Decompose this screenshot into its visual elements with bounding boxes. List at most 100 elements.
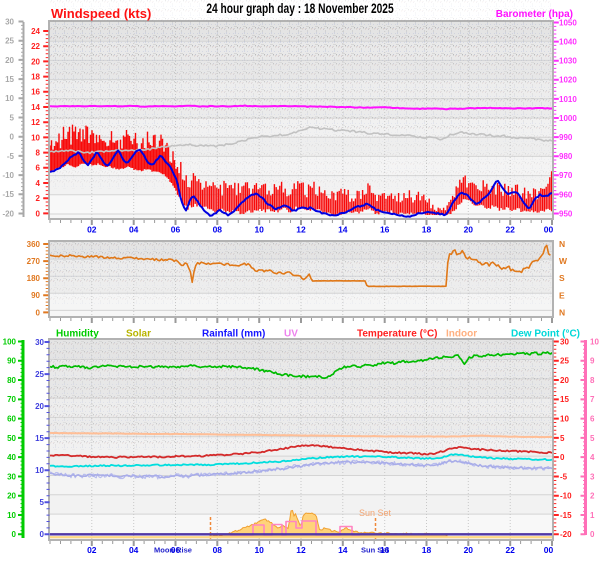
svg-text:16: 16	[380, 225, 390, 235]
svg-text:20: 20	[35, 402, 44, 411]
svg-text:Temperature (°C): Temperature (°C)	[357, 329, 438, 340]
svg-text:00: 00	[544, 225, 554, 235]
svg-text:S: S	[559, 273, 565, 283]
svg-text:06: 06	[171, 225, 181, 235]
svg-text:1: 1	[590, 511, 595, 520]
svg-text:0: 0	[36, 308, 41, 317]
svg-text:12: 12	[296, 545, 306, 555]
svg-text:12: 12	[296, 225, 306, 235]
svg-text:Sun Set: Sun Set	[359, 508, 392, 518]
svg-text:5: 5	[10, 113, 15, 122]
svg-text:15: 15	[5, 75, 14, 84]
svg-text:-20: -20	[560, 530, 572, 539]
svg-text:10: 10	[590, 337, 599, 346]
svg-text:22: 22	[505, 225, 515, 235]
svg-text:20: 20	[464, 545, 474, 555]
svg-text:5: 5	[40, 498, 45, 507]
svg-text:0: 0	[12, 530, 17, 539]
svg-text:25: 25	[5, 37, 14, 46]
svg-text:18: 18	[31, 73, 40, 82]
svg-text:14: 14	[338, 545, 348, 555]
svg-text:15: 15	[35, 434, 44, 443]
svg-text:10: 10	[7, 511, 16, 520]
svg-text:06: 06	[171, 545, 181, 555]
svg-text:6: 6	[36, 164, 41, 173]
svg-text:50: 50	[7, 434, 16, 443]
svg-text:1040: 1040	[559, 38, 577, 47]
svg-text:4: 4	[590, 453, 595, 462]
svg-text:80: 80	[7, 376, 16, 385]
svg-text:14: 14	[338, 225, 348, 235]
svg-text:20: 20	[5, 56, 14, 65]
svg-text:04: 04	[129, 545, 139, 555]
svg-text:00: 00	[544, 545, 554, 555]
svg-text:5: 5	[590, 434, 595, 443]
svg-text:16: 16	[380, 545, 390, 555]
svg-text:960: 960	[559, 190, 573, 199]
svg-text:Moon Rise: Moon Rise	[154, 545, 192, 554]
svg-text:-15: -15	[560, 511, 572, 520]
svg-text:360: 360	[27, 240, 41, 249]
svg-text:UV: UV	[284, 329, 298, 340]
svg-text:90: 90	[7, 357, 16, 366]
svg-text:70: 70	[7, 395, 16, 404]
svg-text:10: 10	[254, 545, 264, 555]
svg-text:-15: -15	[2, 190, 14, 199]
svg-text:25: 25	[35, 370, 44, 379]
svg-text:-5: -5	[560, 472, 568, 481]
svg-text:20: 20	[31, 57, 40, 66]
svg-text:Humidity: Humidity	[56, 329, 99, 340]
svg-text:20: 20	[560, 376, 569, 385]
svg-text:-5: -5	[7, 152, 15, 161]
svg-text:24: 24	[31, 27, 40, 36]
svg-text:18: 18	[422, 225, 432, 235]
svg-text:0: 0	[590, 530, 595, 539]
svg-text:10: 10	[35, 466, 44, 475]
svg-text:60: 60	[7, 415, 16, 424]
svg-text:30: 30	[5, 17, 14, 26]
svg-text:1030: 1030	[559, 57, 577, 66]
svg-text:90: 90	[31, 291, 40, 300]
svg-text:20: 20	[464, 225, 474, 235]
svg-text:Dew Point (°C): Dew Point (°C)	[511, 329, 580, 340]
svg-text:2: 2	[590, 492, 595, 501]
svg-text:990: 990	[559, 133, 573, 142]
svg-text:1000: 1000	[559, 114, 577, 123]
svg-text:180: 180	[27, 274, 41, 283]
svg-text:270: 270	[27, 257, 41, 266]
svg-text:10: 10	[5, 94, 14, 103]
svg-text:10: 10	[560, 415, 569, 424]
svg-text:08: 08	[213, 545, 223, 555]
svg-text:100: 100	[3, 337, 17, 346]
svg-text:2: 2	[36, 194, 41, 203]
svg-text:1050: 1050	[559, 18, 577, 27]
svg-text:30: 30	[35, 338, 44, 347]
svg-text:3: 3	[590, 472, 595, 481]
svg-text:15: 15	[560, 395, 569, 404]
svg-text:22: 22	[31, 42, 40, 51]
svg-text:1010: 1010	[559, 95, 577, 104]
svg-text:0: 0	[36, 209, 41, 218]
svg-text:30: 30	[7, 472, 16, 481]
svg-text:6: 6	[590, 415, 595, 424]
svg-text:5: 5	[560, 434, 565, 443]
svg-text:E: E	[559, 290, 565, 300]
svg-text:02: 02	[87, 545, 97, 555]
svg-text:Indoor: Indoor	[446, 329, 477, 340]
svg-text:W: W	[559, 256, 568, 266]
svg-text:20: 20	[7, 492, 16, 501]
svg-text:9: 9	[590, 357, 595, 366]
svg-text:4: 4	[36, 179, 41, 188]
svg-text:0: 0	[40, 530, 45, 539]
svg-text:0: 0	[10, 133, 15, 142]
svg-text:14: 14	[31, 103, 40, 112]
svg-text:30: 30	[560, 337, 569, 346]
svg-text:N: N	[559, 239, 565, 249]
svg-text:Rainfall (mm): Rainfall (mm)	[202, 329, 265, 340]
svg-text:970: 970	[559, 171, 573, 180]
svg-text:Sun Set: Sun Set	[361, 545, 389, 554]
svg-text:8: 8	[36, 149, 41, 158]
svg-text:40: 40	[7, 453, 16, 462]
svg-text:0: 0	[560, 453, 565, 462]
svg-text:02: 02	[87, 225, 97, 235]
